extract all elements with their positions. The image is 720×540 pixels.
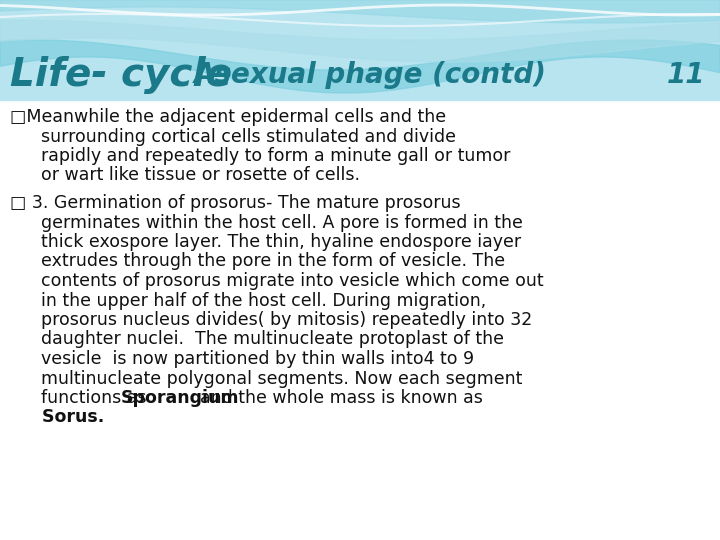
Text: or wart like tissue or rosette of cells.: or wart like tissue or rosette of cells.: [30, 166, 360, 185]
Text: □Meanwhile the adjacent epidermal cells and the: □Meanwhile the adjacent epidermal cells …: [10, 108, 446, 126]
Text: multinucleate polygonal segments. Now each segment: multinucleate polygonal segments. Now ea…: [30, 369, 523, 388]
Text: surrounding cortical cells stimulated and divide: surrounding cortical cells stimulated an…: [30, 127, 456, 145]
Text: prosorus nucleus divides( by mitosis) repeatedly into 32: prosorus nucleus divides( by mitosis) re…: [30, 311, 532, 329]
Text: daughter nuclei.  The multinucleate protoplast of the: daughter nuclei. The multinucleate proto…: [30, 330, 504, 348]
Text: germinates within the host cell. A pore is formed in the: germinates within the host cell. A pore …: [30, 213, 523, 232]
Bar: [0, 100, 720, 540]
Text: vesicle  is now partitioned by thin walls into4 to 9: vesicle is now partitioned by thin walls…: [30, 350, 474, 368]
Text: extrudes through the pore in the form of vesicle. The: extrudes through the pore in the form of…: [30, 253, 505, 271]
Text: and the whole mass is known as: and the whole mass is known as: [189, 389, 483, 407]
Text: Asexual phage (contd): Asexual phage (contd): [194, 61, 546, 89]
Text: □ 3. Germination of prosorus- The mature prosorus: □ 3. Germination of prosorus- The mature…: [10, 194, 461, 212]
Text: Sporangium: Sporangium: [121, 389, 240, 407]
Text: thick exospore layer. The thin, hyaline endospore iayer: thick exospore layer. The thin, hyaline …: [30, 233, 521, 251]
Text: Life- cycle: Life- cycle: [10, 56, 232, 94]
Text: functions as: functions as: [30, 389, 152, 407]
Text: Sorus.: Sorus.: [30, 408, 104, 427]
Text: in the upper half of the host cell. During migration,: in the upper half of the host cell. Duri…: [30, 292, 486, 309]
Text: rapidly and repeatedly to form a minute gall or tumor: rapidly and repeatedly to form a minute …: [30, 147, 510, 165]
Text: contents of prosorus migrate into vesicle which come out: contents of prosorus migrate into vesicl…: [30, 272, 544, 290]
Text: 11: 11: [667, 61, 705, 89]
